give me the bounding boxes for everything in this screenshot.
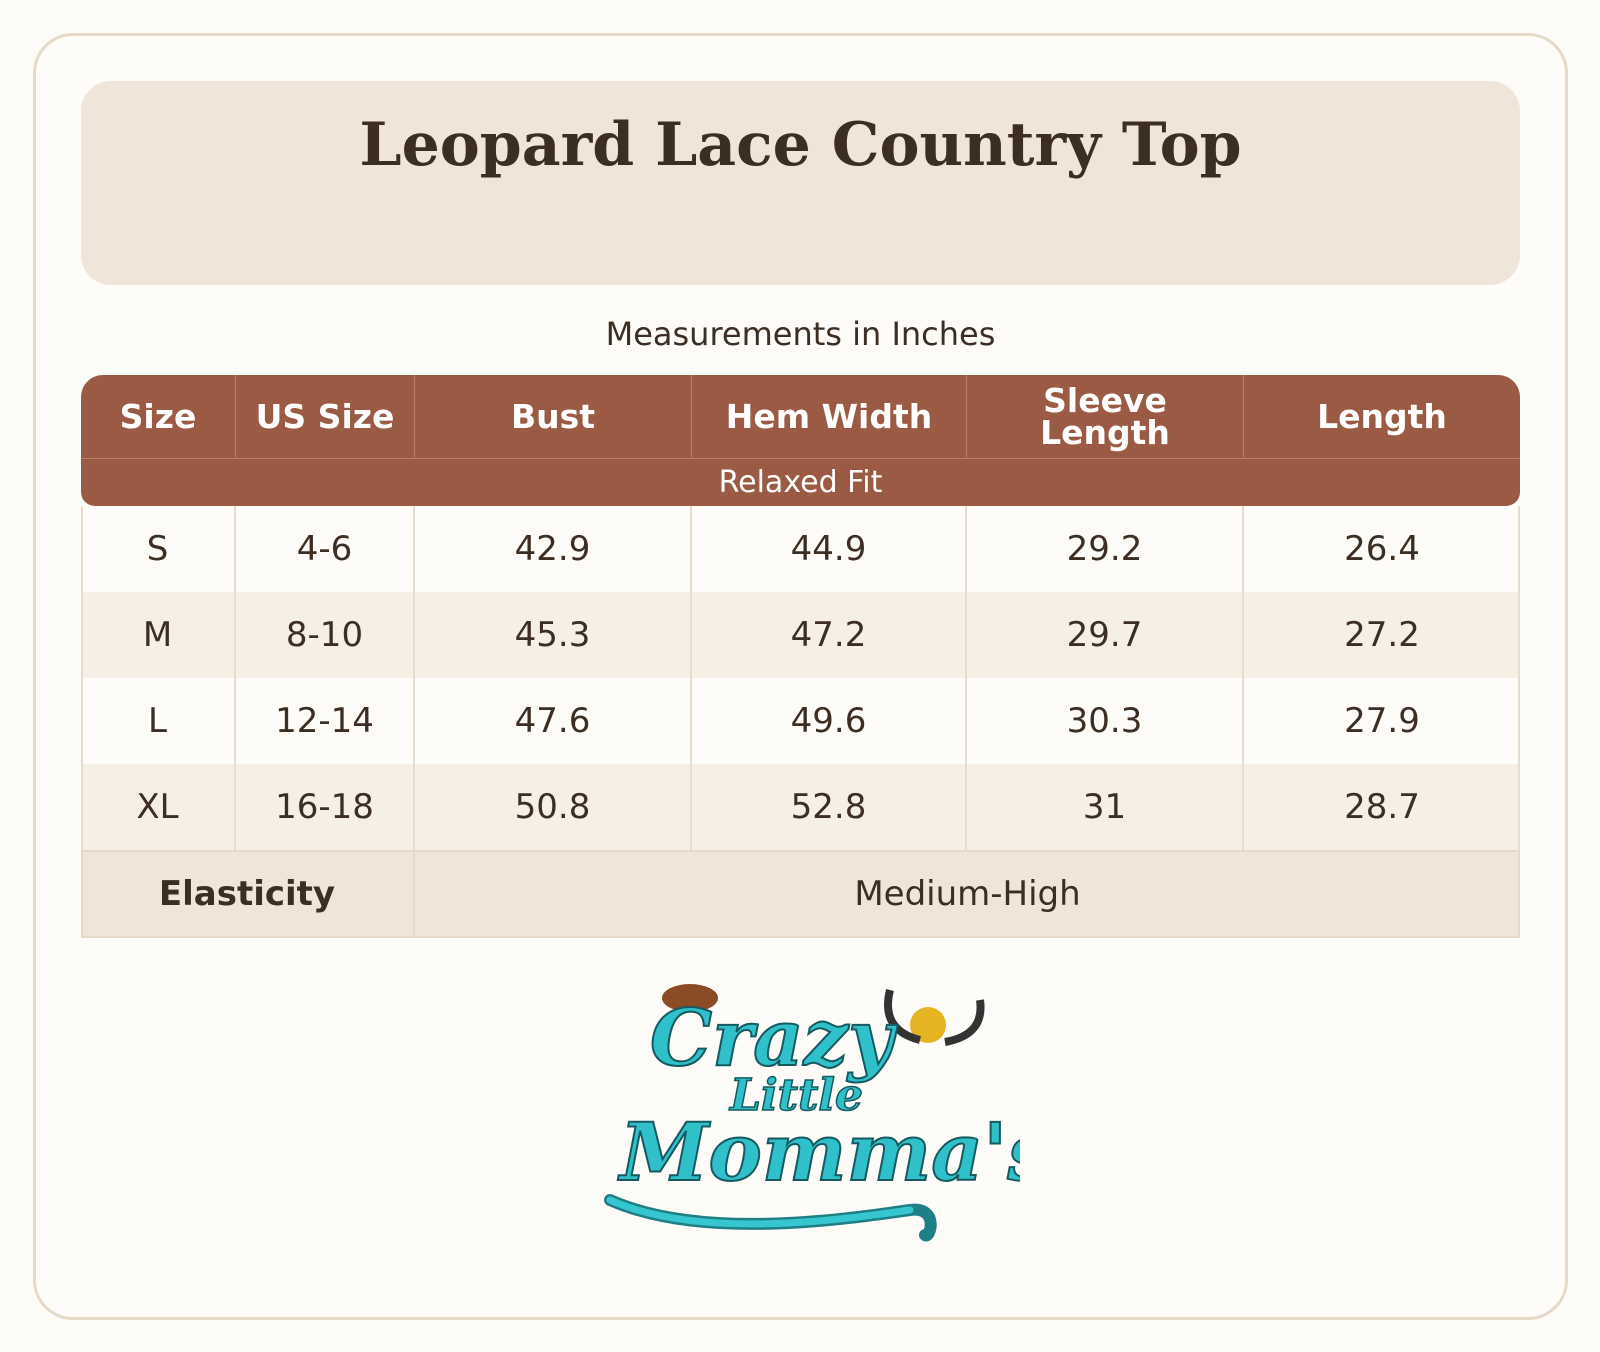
table-cell-text: 27.9 — [1344, 701, 1420, 741]
logo-swoosh — [606, 1196, 914, 1228]
table-cell-text: 49.6 — [790, 701, 867, 741]
table-cell: 29.7 — [967, 592, 1244, 678]
table-cell: 42.9 — [415, 506, 692, 592]
table-cell-text: 31 — [1082, 787, 1127, 827]
column-header: Sleeve Length — [967, 375, 1244, 458]
table-cell-text: L — [148, 701, 167, 741]
logo-horns — [884, 989, 985, 1046]
table-cell: 49.6 — [692, 678, 967, 764]
column-header-text: Sleeve Length — [1040, 380, 1170, 452]
table-cell-text: 4-6 — [296, 529, 353, 569]
table-cell: 8-10 — [236, 592, 415, 678]
column-header-text: US Size — [255, 396, 395, 436]
column-header: Length — [1244, 375, 1520, 458]
table-cell-text: 29.2 — [1066, 529, 1143, 569]
table-cell: 31 — [967, 764, 1244, 850]
footer-value: Medium-High — [415, 850, 1520, 938]
footer-label: Elasticity — [81, 850, 415, 938]
table-cell-text: 50.8 — [514, 787, 591, 827]
column-header: Bust — [415, 375, 692, 458]
footer-label-text: Elasticity — [158, 874, 336, 914]
table-cell: 47.6 — [415, 678, 692, 764]
table-cell: 12-14 — [236, 678, 415, 764]
logo-text: Little — [728, 1070, 863, 1121]
table-cell-text: 27.2 — [1344, 615, 1420, 655]
table-cell-text: 47.6 — [514, 701, 591, 741]
logo-text: Momma's — [617, 1105, 1020, 1199]
logo-flowers — [910, 1007, 946, 1043]
table-cell: 26.4 — [1244, 506, 1520, 592]
table-cell-text: 42.9 — [514, 529, 591, 569]
table-cell: S — [81, 506, 236, 592]
table-cell: 4-6 — [236, 506, 415, 592]
title: Leopard Lace Country Top — [359, 110, 1242, 180]
table-cell-text: 29.7 — [1066, 615, 1143, 655]
table-cell-text: 26.4 — [1344, 529, 1420, 569]
table-cell-text: 44.9 — [790, 529, 867, 569]
table-cell-text: 12-14 — [275, 701, 374, 741]
row-bg — [81, 764, 1520, 850]
table-cell-text: 8-10 — [285, 615, 364, 655]
logo-text: Crazy — [650, 993, 898, 1084]
fit-row: Relaxed Fit — [81, 458, 1520, 506]
table-cell: 27.9 — [1244, 678, 1520, 764]
table-cell-text: 30.3 — [1066, 701, 1143, 741]
logo-hat — [662, 984, 718, 1012]
table-cell: 16-18 — [236, 764, 415, 850]
table-header — [81, 375, 1520, 506]
table-cell-text: 47.2 — [790, 615, 867, 655]
column-header: US Size — [236, 375, 415, 458]
table-cell: L — [81, 678, 236, 764]
column-header: Size — [81, 375, 236, 458]
column-header-text: Hem Width — [725, 396, 933, 436]
table-cell: 28.7 — [1244, 764, 1520, 850]
row-bg — [81, 592, 1520, 678]
column-header-text: Length — [1317, 396, 1447, 436]
table-cell-text: XL — [136, 787, 179, 827]
table-cell-text: S — [146, 529, 169, 569]
row-bg — [81, 506, 1520, 592]
column-header-text: Size — [119, 396, 197, 436]
table-cell: XL — [81, 764, 236, 850]
table-cell-text: 52.8 — [790, 787, 867, 827]
table-cell: 44.9 — [692, 506, 967, 592]
table-cell: 47.2 — [692, 592, 967, 678]
logo: Crazy Little Momma's — [604, 984, 1020, 1242]
column-header-text: Bust — [510, 396, 596, 436]
header-box — [81, 81, 1520, 285]
table-cell: 45.3 — [415, 592, 692, 678]
table-cell: M — [81, 592, 236, 678]
table-cell: 30.3 — [967, 678, 1244, 764]
table-cell: 52.8 — [692, 764, 967, 850]
table-cell: 50.8 — [415, 764, 692, 850]
table-cell-text: 45.3 — [514, 615, 591, 655]
table-cell: 27.2 — [1244, 592, 1520, 678]
column-header: Hem Width — [692, 375, 967, 458]
table-cell-text: 16-18 — [275, 787, 374, 827]
fit-row-text: Relaxed Fit — [718, 465, 883, 500]
table-cell-text: M — [142, 615, 173, 655]
subtitle: Measurements in Inches — [605, 315, 996, 353]
footer-row — [81, 850, 1520, 938]
footer-value-text: Medium-High — [854, 874, 1081, 914]
table-cell: 29.2 — [967, 506, 1244, 592]
table-cell-text: 28.7 — [1344, 787, 1420, 827]
row-bg — [81, 678, 1520, 764]
